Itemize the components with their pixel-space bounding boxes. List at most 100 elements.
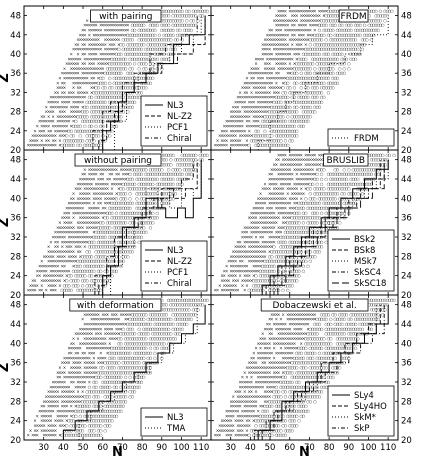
isotope-marker: × — [247, 85, 251, 90]
isotope-marker: ○ — [252, 133, 256, 138]
isotope-marker: × — [58, 365, 62, 370]
isotope-marker: × — [69, 104, 73, 109]
isotope-marker: × — [42, 124, 46, 129]
isotope-marker: × — [69, 52, 73, 57]
isotope-marker: × — [79, 66, 83, 71]
isotope-marker: ○ — [131, 85, 135, 90]
isotope-marker: × — [92, 47, 96, 52]
isotope-marker: ○ — [315, 85, 319, 90]
isotope-marker: × — [99, 32, 103, 37]
isotope-marker: ○ — [108, 95, 112, 100]
isotope-marker: ○ — [284, 138, 288, 143]
isotope-marker: × — [94, 71, 98, 76]
isotope-marker: × — [117, 28, 121, 33]
isotope-marker: ○ — [97, 109, 101, 114]
isotope-marker: × — [60, 133, 64, 138]
isotope-marker: × — [117, 42, 121, 47]
isotope-marker: × — [286, 42, 290, 47]
isotope-marker: ○ — [304, 56, 308, 61]
isotope-marker: × — [79, 365, 83, 370]
isotope-marker: ○ — [308, 259, 312, 264]
isotope-marker: × — [79, 360, 83, 365]
isotope-marker: ○ — [121, 61, 125, 66]
isotope-marker: ○ — [153, 351, 157, 356]
isotope-marker: ○ — [167, 8, 171, 13]
isotope-marker: ○ — [354, 201, 358, 206]
isotope-marker: ○ — [308, 191, 312, 196]
isotope-marker: ○ — [390, 8, 394, 13]
isotope-marker: × — [90, 28, 94, 33]
isotope-marker: × — [40, 114, 44, 119]
isotope-marker: × — [79, 370, 83, 375]
isotope-marker: ○ — [76, 114, 80, 119]
isotope-marker: ○ — [67, 143, 71, 148]
legend-label: SkSC18 — [354, 279, 386, 289]
isotope-marker: ○ — [153, 52, 157, 57]
isotope-marker: ○ — [318, 201, 322, 206]
isotope-marker: ○ — [92, 100, 96, 105]
isotope-marker: × — [60, 124, 64, 129]
isotope-marker: ○ — [101, 76, 105, 81]
isotope-marker: ○ — [363, 23, 367, 28]
legend-label: MSk7 — [354, 257, 377, 267]
isotope-marker: ○ — [318, 249, 322, 254]
isotope-marker: × — [97, 42, 101, 47]
isotope-marker: ○ — [140, 85, 144, 90]
isotope-marker: ○ — [153, 23, 157, 28]
isotope-marker: ○ — [97, 119, 101, 124]
isotope-marker: ○ — [342, 71, 346, 76]
isotope-marker: × — [94, 32, 98, 37]
isotope-marker: × — [295, 196, 299, 201]
legend-label: FRDM — [354, 134, 379, 144]
isotope-marker: × — [51, 114, 55, 119]
isotope-marker: ○ — [94, 128, 98, 133]
isotope-marker: × — [241, 124, 245, 129]
isotope-marker: ○ — [115, 413, 119, 418]
isotope-marker: × — [284, 206, 288, 211]
isotope-marker: ○ — [205, 8, 209, 13]
isotope-marker: × — [103, 28, 107, 33]
isotope-marker: × — [92, 85, 96, 90]
isotope-marker: ○ — [78, 124, 82, 129]
isotope-marker: ○ — [306, 264, 310, 269]
isotope-marker: ○ — [90, 114, 94, 119]
isotope-marker: × — [47, 128, 51, 133]
isotope-marker: × — [108, 47, 112, 52]
isotope-marker: ○ — [151, 76, 155, 81]
isotope-marker: ○ — [94, 109, 98, 114]
isotope-marker: ○ — [185, 8, 189, 13]
isotope-marker: ○ — [103, 85, 107, 90]
isotope-marker: × — [38, 128, 42, 133]
isotope-marker: × — [117, 32, 121, 37]
isotope-marker: × — [47, 133, 51, 138]
isotope-marker: × — [81, 52, 85, 57]
isotope-marker: ○ — [74, 119, 78, 124]
isotope-marker: ○ — [128, 196, 132, 201]
isotope-marker: × — [40, 288, 44, 293]
isotope-marker: ○ — [304, 210, 308, 215]
isotope-marker: ○ — [196, 8, 200, 13]
isotope-marker: × — [232, 128, 236, 133]
isotope-marker: × — [76, 109, 80, 114]
isotope-marker: × — [94, 56, 98, 61]
isotope-marker: ○ — [133, 239, 137, 244]
isotope-marker: ○ — [76, 278, 80, 283]
isotope-marker: × — [74, 76, 78, 81]
isotope-marker: ○ — [331, 28, 335, 33]
isotope-marker: ○ — [131, 394, 135, 399]
isotope-marker: × — [38, 273, 42, 278]
isotope-marker: ○ — [94, 95, 98, 100]
isotope-marker: ○ — [140, 42, 144, 47]
isotope-marker: × — [103, 206, 107, 211]
isotope-marker: ○ — [126, 52, 130, 57]
isotope-marker: ○ — [311, 61, 315, 66]
isotope-marker: ○ — [320, 90, 324, 95]
isotope-marker: × — [113, 47, 117, 52]
isotope-marker: ○ — [135, 76, 139, 81]
isotope-marker: × — [58, 133, 62, 138]
isotope-marker: × — [31, 133, 35, 138]
isotope-marker: × — [113, 42, 117, 47]
isotope-marker: ○ — [101, 114, 105, 119]
isotope-marker: × — [74, 42, 78, 47]
